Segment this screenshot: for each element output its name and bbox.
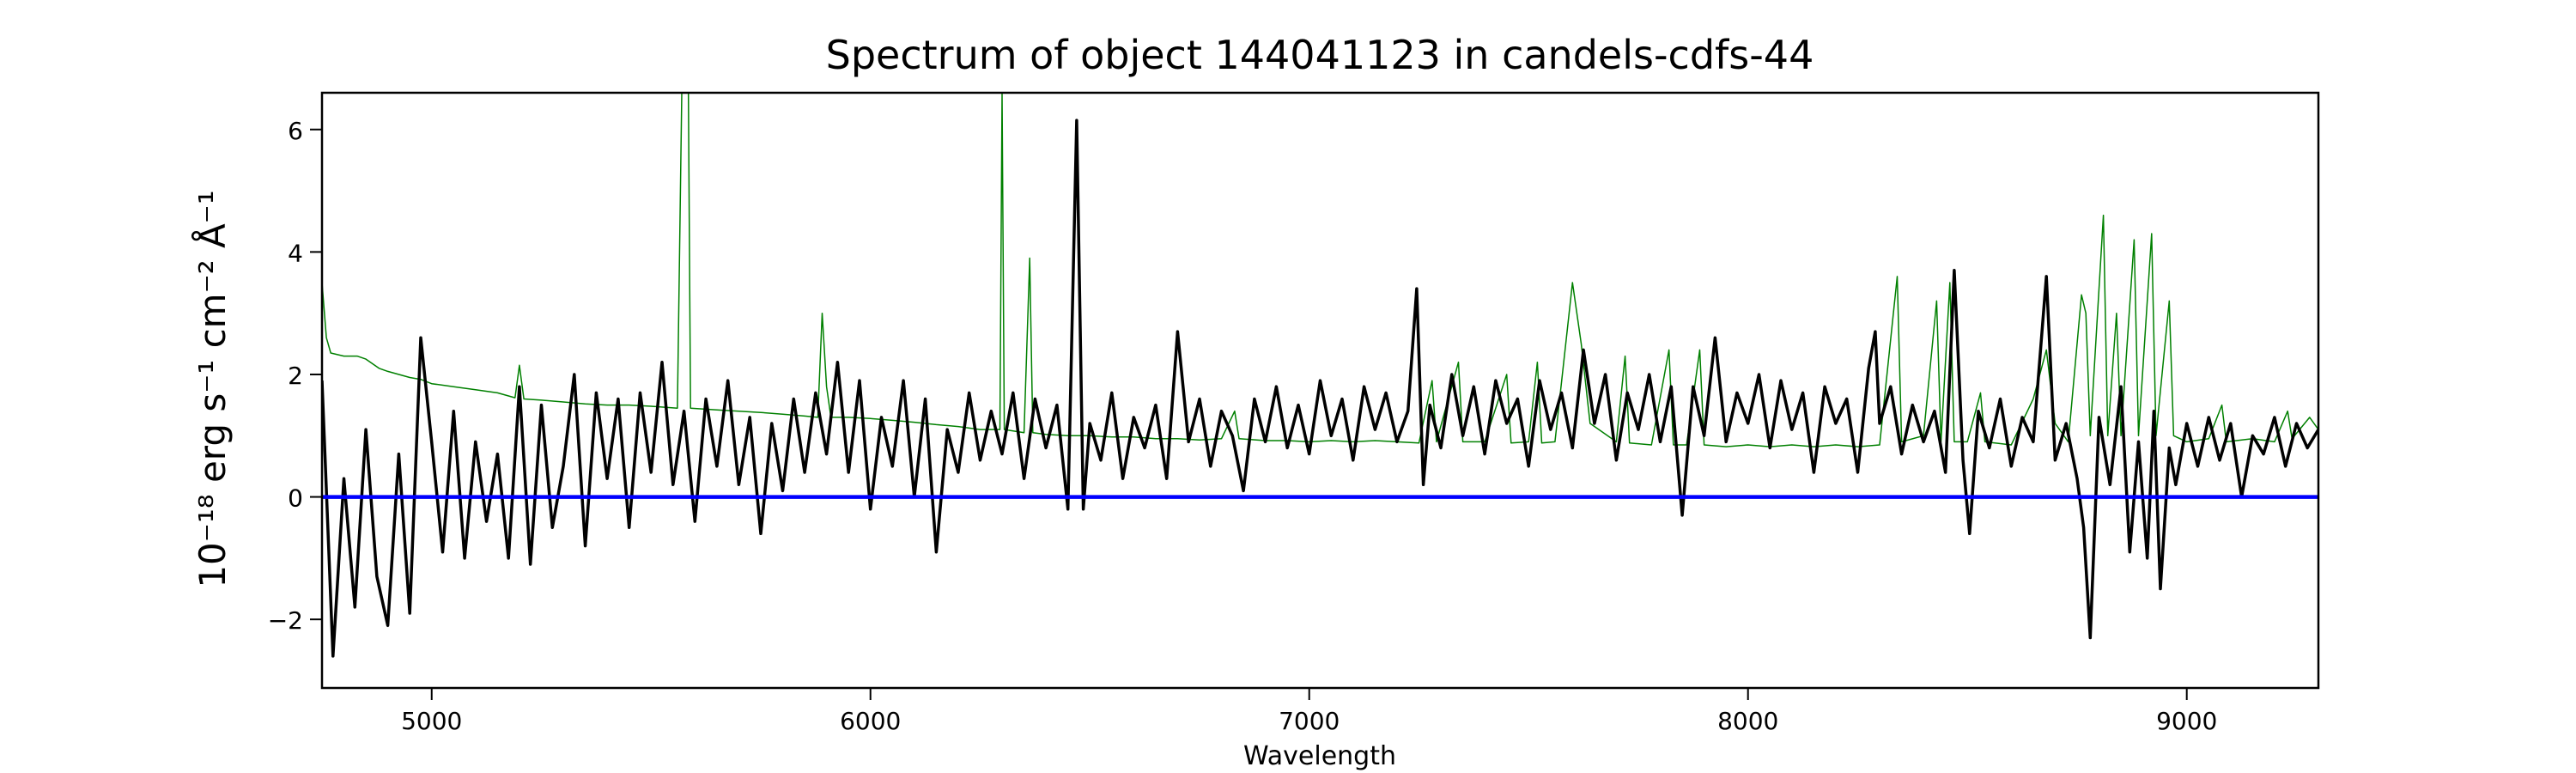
y-tick-label: 0 xyxy=(288,484,303,513)
y-tick-label: 6 xyxy=(288,117,303,145)
x-tick-label: 6000 xyxy=(840,707,901,735)
x-axis-label: Wavelength xyxy=(1243,741,1396,771)
x-axis: 5000 6000 7000 8000 9000 xyxy=(401,688,2217,735)
model-spectrum-line xyxy=(322,93,2318,447)
y-tick-label: −2 xyxy=(268,606,303,635)
x-tick-label: 9000 xyxy=(2156,707,2217,735)
y-axis: −2 0 2 4 6 xyxy=(268,117,322,635)
x-tick-label: 5000 xyxy=(401,707,462,735)
plot-frame xyxy=(320,91,2320,690)
x-tick-label: 8000 xyxy=(1717,707,1778,735)
y-tick-label: 4 xyxy=(288,239,303,267)
chart-title: Spectrum of object 144041123 in candels-… xyxy=(826,32,1814,78)
series-layer xyxy=(322,93,2318,658)
observed-flux-line xyxy=(322,119,2318,658)
y-axis-label: 10⁻¹⁸ erg s⁻¹ cm⁻² Å⁻¹ xyxy=(191,190,234,587)
y-tick-label: 2 xyxy=(288,362,303,390)
x-tick-label: 7000 xyxy=(1279,707,1340,735)
